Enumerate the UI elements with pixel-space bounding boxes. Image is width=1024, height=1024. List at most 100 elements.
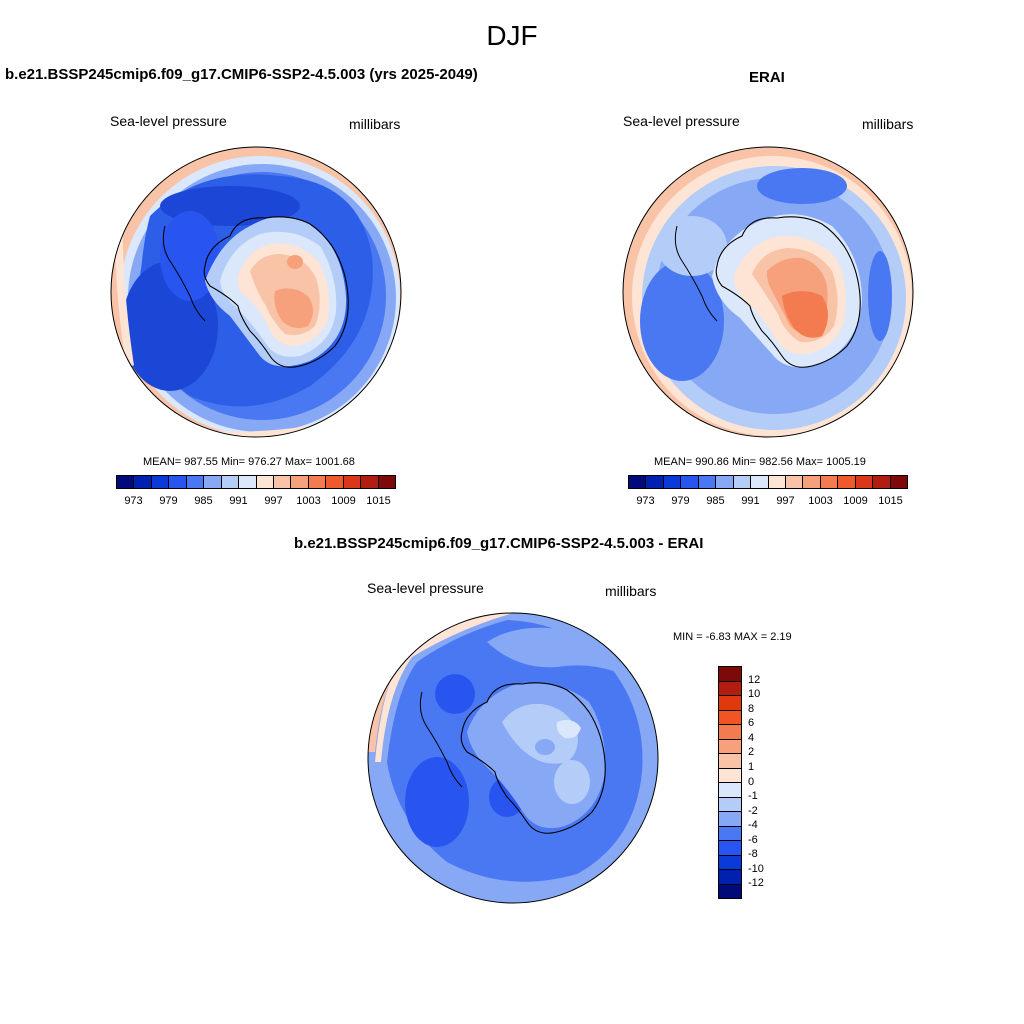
model-colorbar-tick-label: 991 xyxy=(229,495,248,507)
diff-colorbar-swatch xyxy=(719,783,741,798)
diff-colorbar-swatch xyxy=(719,826,741,841)
obs-colorbar-swatch xyxy=(681,476,699,488)
diff-colorbar-tick-label: 8 xyxy=(748,702,755,715)
diff-colorbar-swatch xyxy=(719,696,741,711)
obs-colorbar-tick-label: 1003 xyxy=(808,495,833,507)
diff-colorbar-swatch xyxy=(719,797,741,812)
diff-colorbar-tick-label: -12 xyxy=(748,877,764,890)
model-colorbar-tick-label: 997 xyxy=(264,495,283,507)
diff-colorbar-swatch xyxy=(719,667,741,682)
obs-colorbar-swatch xyxy=(646,476,664,488)
diff-colorbar-swatch xyxy=(719,710,741,725)
diff-colorbar-tick-label: -6 xyxy=(748,833,758,846)
model-colorbar-swatch xyxy=(169,476,187,488)
diff-colorbar-tick-label: -10 xyxy=(748,862,764,875)
diff-colorbar-tick-label: 0 xyxy=(748,775,755,788)
obs-colorbar-swatch xyxy=(855,476,874,488)
obs-colorbar-swatch xyxy=(663,476,682,488)
diff-colorbar-swatch xyxy=(719,768,741,783)
diff-colorbar-swatch xyxy=(719,884,741,898)
obs-colorbar-tick-label: 997 xyxy=(776,495,795,507)
diff-units-label: millibars xyxy=(605,583,657,599)
model-colorbar-swatch xyxy=(308,476,327,488)
model-colorbar-swatch xyxy=(186,476,205,488)
obs-colorbar-tick-label: 979 xyxy=(671,495,690,507)
model-colorbar-tick-label: 1015 xyxy=(366,495,391,507)
model-colorbar-swatch xyxy=(151,476,170,488)
model-colorbar-swatch xyxy=(239,476,257,488)
model-colorbar-swatch xyxy=(256,476,274,488)
diff-colorbar-tick-label: 12 xyxy=(748,673,761,686)
diff-colorbar-tick-label: 1 xyxy=(748,760,755,773)
obs-polar-map xyxy=(622,146,914,438)
diff-colorbar xyxy=(718,666,742,899)
obs-colorbar-swatch xyxy=(629,476,647,488)
obs-colorbar-swatch xyxy=(890,476,907,488)
obs-colorbar-ticks: 973 979 985 991 997 1003 1009 1015 xyxy=(628,495,908,509)
model-colorbar-tick-label: 979 xyxy=(159,495,178,507)
obs-colorbar-swatch xyxy=(820,476,839,488)
obs-colorbar-swatch xyxy=(751,476,769,488)
diff-colorbar-ticks: 12 10 8 6 4 2 1 0 -1 -2 -4 -6 -8 -10 -12 xyxy=(748,666,788,899)
model-colorbar-swatch xyxy=(361,476,379,488)
diff-colorbar-tick-label: -1 xyxy=(748,790,758,803)
model-colorbar-swatch xyxy=(134,476,152,488)
diff-colorbar-swatch xyxy=(719,855,741,870)
diff-panel-title: b.e21.BSSP245cmip6.f09_g17.CMIP6-SSP2-4.… xyxy=(294,535,704,552)
model-colorbar-tick-label: 985 xyxy=(194,495,213,507)
obs-variable-label: Sea-level pressure xyxy=(623,113,740,129)
diff-stats: MIN = -6.83 MAX = 2.19 xyxy=(673,631,792,643)
obs-colorbar-tick-label: 991 xyxy=(741,495,760,507)
diff-colorbar-swatch xyxy=(719,841,741,856)
model-polar-map xyxy=(110,146,402,438)
diff-colorbar-swatch xyxy=(719,725,741,740)
model-stats: MEAN= 987.55 Min= 976.27 Max= 1001.68 xyxy=(143,456,355,468)
obs-colorbar-tick-label: 1009 xyxy=(843,495,868,507)
diff-colorbar-tick-label: 10 xyxy=(748,688,761,701)
diff-colorbar-tick-label: -2 xyxy=(748,804,758,817)
obs-colorbar-tick-label: 1015 xyxy=(878,495,903,507)
obs-colorbar xyxy=(628,475,908,489)
obs-colorbar-swatch xyxy=(698,476,717,488)
model-colorbar-swatch xyxy=(326,476,344,488)
model-colorbar-swatch xyxy=(378,476,395,488)
model-colorbar-tick-label: 1009 xyxy=(331,495,356,507)
obs-colorbar-tick-label: 985 xyxy=(706,495,725,507)
obs-colorbar-swatch xyxy=(803,476,821,488)
model-colorbar-swatch xyxy=(221,476,240,488)
figure-title: DJF xyxy=(486,20,538,51)
model-colorbar-swatch xyxy=(273,476,292,488)
diff-colorbar-tick-label: 6 xyxy=(748,717,755,730)
diff-colorbar-swatch xyxy=(719,812,741,827)
model-colorbar-tick-label: 1003 xyxy=(296,495,321,507)
model-colorbar-swatch xyxy=(291,476,309,488)
model-colorbar-ticks: 973 979 985 991 997 1003 1009 1015 xyxy=(116,495,396,509)
obs-panel-title: ERAI xyxy=(749,69,785,86)
obs-colorbar-swatch xyxy=(873,476,891,488)
obs-stats: MEAN= 990.86 Min= 982.56 Max= 1005.19 xyxy=(654,456,866,468)
diff-colorbar-swatch xyxy=(719,870,741,885)
diff-colorbar-swatch xyxy=(719,681,741,696)
diff-colorbar-tick-label: 2 xyxy=(748,746,755,759)
diff-colorbar-swatch xyxy=(719,739,741,754)
obs-colorbar-tick-label: 973 xyxy=(636,495,655,507)
model-colorbar xyxy=(116,475,396,489)
obs-colorbar-swatch xyxy=(785,476,804,488)
model-colorbar-swatch xyxy=(204,476,222,488)
model-colorbar-swatch xyxy=(343,476,362,488)
obs-colorbar-swatch xyxy=(838,476,856,488)
diff-variable-label: Sea-level pressure xyxy=(367,580,484,596)
model-units-label: millibars xyxy=(349,116,401,132)
obs-colorbar-swatch xyxy=(768,476,786,488)
diff-colorbar-swatch xyxy=(719,754,741,769)
model-panel-title: b.e21.BSSP245cmip6.f09_g17.CMIP6-SSP2-4.… xyxy=(5,66,478,83)
model-colorbar-tick-label: 973 xyxy=(124,495,143,507)
obs-units-label: millibars xyxy=(862,116,914,132)
obs-colorbar-swatch xyxy=(716,476,734,488)
diff-polar-map xyxy=(367,612,659,904)
model-variable-label: Sea-level pressure xyxy=(110,113,227,129)
model-colorbar-swatch xyxy=(117,476,135,488)
obs-colorbar-swatch xyxy=(733,476,752,488)
diff-colorbar-tick-label: -8 xyxy=(748,848,758,861)
diff-colorbar-tick-label: 4 xyxy=(748,731,755,744)
